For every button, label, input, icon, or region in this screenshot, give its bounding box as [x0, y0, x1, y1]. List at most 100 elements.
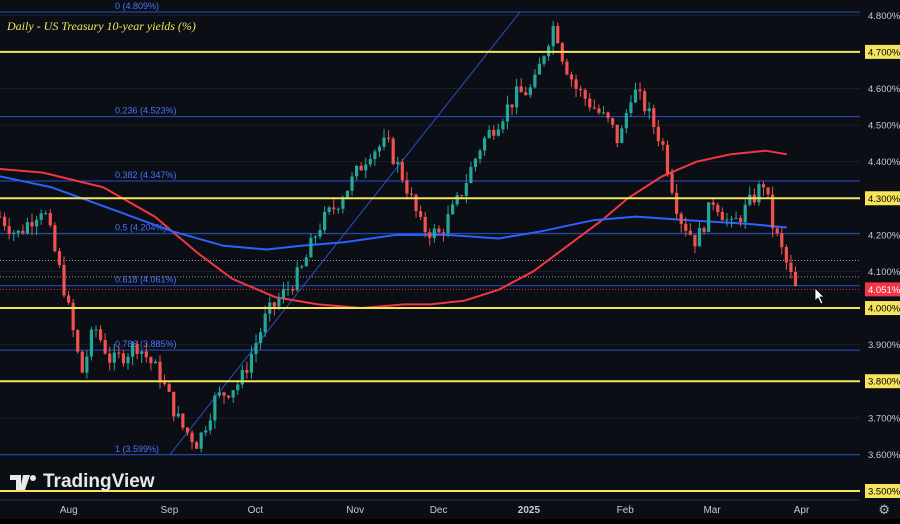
candle-body	[181, 413, 185, 428]
candle-body	[190, 432, 194, 443]
candle-body	[400, 162, 404, 181]
y-tick-label: 4.100%	[868, 267, 900, 278]
candle-body	[112, 352, 116, 363]
key-level-label: 3.800%	[868, 377, 900, 388]
candle-body	[711, 202, 715, 205]
candle-body	[117, 352, 121, 354]
candle-body	[757, 184, 761, 203]
candle-body	[172, 391, 176, 417]
candle-body	[281, 289, 286, 299]
candle-body	[108, 353, 112, 363]
candle-body	[336, 208, 340, 210]
fib-label: 0 (4.809%)	[115, 1, 159, 11]
x-tick-label: Mar	[703, 505, 721, 516]
key-level-badge	[865, 374, 900, 389]
candle-body	[473, 158, 478, 168]
candle-body	[414, 194, 418, 212]
candle-body	[775, 228, 779, 234]
candle-body	[487, 129, 491, 138]
candle-body	[71, 302, 75, 331]
candle-body	[592, 107, 596, 109]
candle-body	[761, 184, 766, 188]
fib-label: 0.382 (4.347%)	[115, 170, 177, 180]
candle-body	[387, 137, 391, 139]
candle-body	[697, 228, 702, 247]
candle-body	[149, 357, 153, 364]
x-tick-label: Dec	[430, 505, 448, 516]
candle-body	[48, 213, 52, 226]
candle-body	[254, 343, 258, 355]
x-tick-label: Sep	[161, 505, 179, 516]
candle-body	[162, 382, 167, 385]
candle-body	[656, 127, 660, 142]
candle-body	[204, 430, 208, 433]
candle-body	[707, 202, 711, 232]
candle-body	[94, 329, 98, 331]
candle-body	[2, 216, 7, 227]
candle-body	[643, 91, 647, 112]
key-level-badge	[865, 44, 900, 59]
fib-label: 0.786 (3.885%)	[115, 339, 177, 349]
candle-body	[597, 108, 601, 113]
candle-body	[624, 113, 628, 129]
candle-body	[144, 351, 148, 358]
candle-body	[684, 223, 688, 231]
settings-icon[interactable]: ⚙	[878, 502, 890, 517]
x-tick-label: Apr	[794, 505, 810, 516]
candle-body	[542, 56, 546, 64]
candle-body	[44, 213, 48, 215]
fib-label: 0.236 (4.523%)	[115, 106, 177, 116]
candle-body	[16, 230, 20, 233]
fib-label: 0.5 (4.204%)	[115, 222, 167, 232]
candles	[0, 21, 798, 453]
y-tick-label: 4.800%	[868, 11, 900, 22]
candle-body	[98, 329, 103, 340]
chart-title: Daily - US Treasury 10-year yields (%)	[7, 19, 196, 33]
y-tick-label: 3.600%	[868, 450, 900, 461]
candle-body	[519, 86, 523, 93]
candle-body	[729, 218, 734, 220]
candle-body	[675, 192, 679, 214]
moving-average-line	[0, 175, 787, 251]
candle-body	[409, 193, 414, 195]
key-level-label: 4.300%	[868, 194, 900, 205]
candle-body	[318, 230, 322, 237]
candle-body	[350, 176, 354, 191]
candle-body	[679, 213, 683, 224]
candle-body	[419, 211, 423, 217]
x-tick-label: Feb	[617, 505, 635, 516]
candle-body	[80, 351, 84, 373]
candle-body	[551, 25, 555, 47]
candle-body	[327, 207, 331, 212]
candle-body	[478, 150, 482, 159]
candle-body	[583, 90, 587, 99]
candle-body	[66, 295, 71, 303]
y-tick-label: 4.600%	[868, 84, 900, 95]
candle-body	[620, 128, 624, 144]
candle-body	[739, 218, 743, 222]
tradingview-logo: TradingView	[9, 471, 155, 493]
candle-body	[213, 395, 217, 421]
candle-body	[341, 198, 345, 209]
candle-body	[780, 233, 784, 248]
candle-body	[377, 146, 382, 152]
fib-label: 0.618 (4.061%)	[115, 275, 177, 285]
y-tick-label: 3.900%	[868, 340, 900, 351]
candle-body	[423, 216, 427, 233]
candle-body	[21, 230, 25, 234]
candle-body	[359, 165, 363, 171]
x-tick-label: Aug	[60, 505, 78, 516]
candle-body	[789, 262, 793, 272]
candle-body	[290, 289, 295, 291]
candle-body	[126, 356, 130, 364]
candle-body	[199, 432, 203, 449]
candle-body	[103, 339, 107, 354]
candle-body	[300, 266, 304, 268]
candle-body	[565, 61, 569, 75]
candle-body	[355, 165, 359, 177]
candle-body	[496, 129, 500, 136]
candle-body	[432, 228, 436, 238]
candle-body	[277, 298, 281, 307]
candle-body	[483, 137, 487, 151]
